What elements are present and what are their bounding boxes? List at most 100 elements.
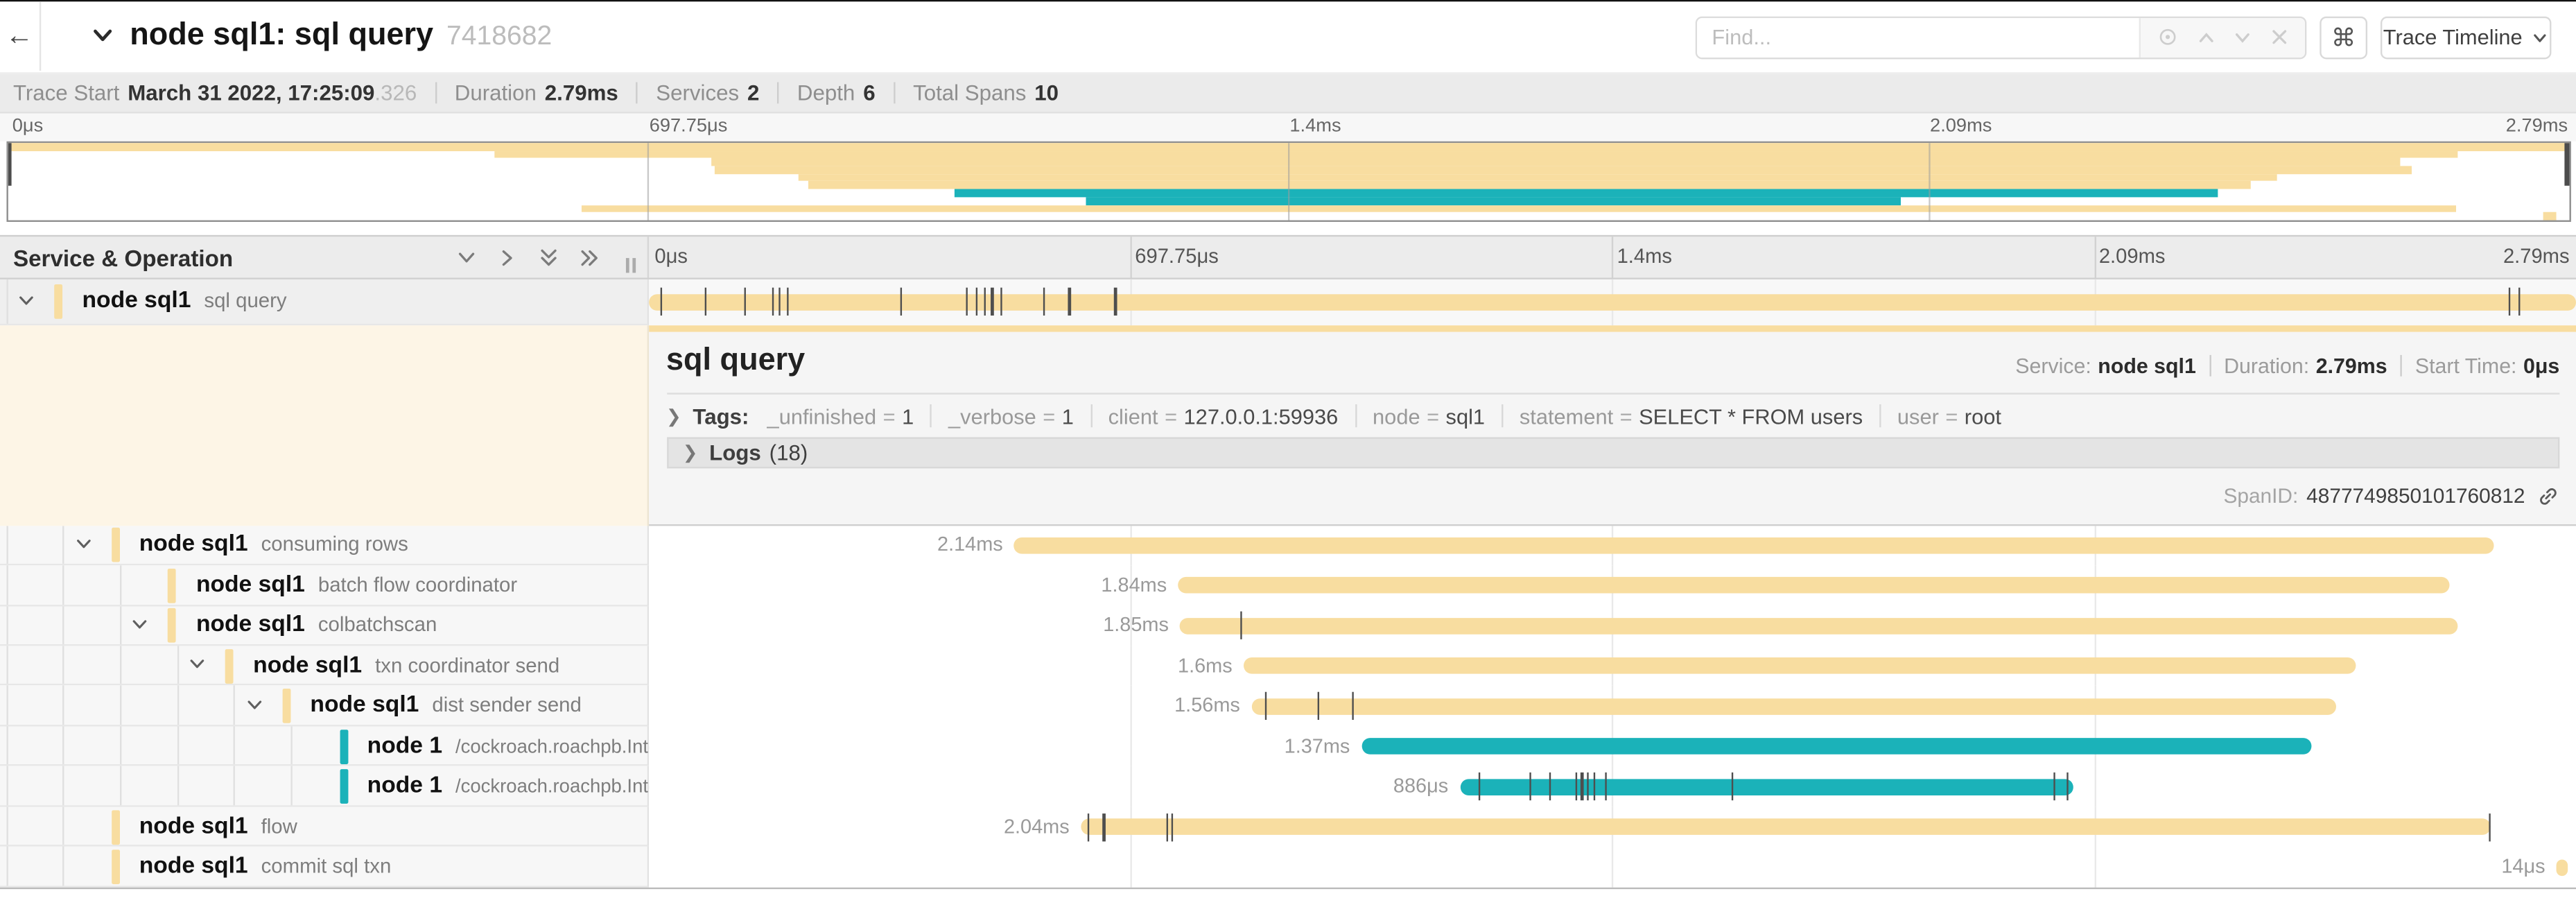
log-marker-tick[interactable]	[787, 288, 789, 316]
span-duration-bar[interactable]	[1081, 818, 2491, 835]
span-operation-name: commit sql txn	[261, 855, 392, 878]
span-row-bar[interactable]: 2.14ms	[648, 525, 2576, 565]
log-marker-tick[interactable]	[772, 288, 774, 316]
log-marker-tick[interactable]	[2509, 288, 2511, 316]
deep-link-icon[interactable]	[2536, 485, 2559, 508]
back-button[interactable]: ←	[0, 1, 40, 71]
span-duration-bar[interactable]	[1014, 537, 2493, 554]
log-marker-tick[interactable]	[1068, 288, 1070, 316]
row-chevron-down-icon[interactable]	[130, 614, 150, 634]
minimap-drag-handle-right[interactable]	[2564, 143, 2568, 186]
log-marker-tick[interactable]	[1167, 813, 1169, 841]
span-row-name-commit-sql-txn[interactable]: node sql1commit sql txn	[0, 847, 648, 887]
find-clear-icon[interactable]	[2270, 28, 2288, 46]
span-row-bar[interactable]: 1.56ms	[648, 686, 2576, 726]
span-duration-bar[interactable]	[648, 294, 2576, 311]
span-row-name-sql-query[interactable]: node sql1sql query	[0, 279, 648, 325]
grid-line	[2094, 236, 2096, 277]
log-marker-tick[interactable]	[745, 288, 747, 316]
log-marker-tick[interactable]	[1265, 692, 1267, 720]
tree-guide-line	[6, 279, 7, 323]
tree-guide-line	[234, 766, 235, 805]
log-marker-tick[interactable]	[1732, 773, 1734, 800]
trace-view-selector[interactable]: Trace Timeline	[2381, 16, 2551, 59]
tags-accordion[interactable]: ❯ Tags: _unfinished=1_verbose=1client=12…	[666, 404, 2001, 429]
tree-guide-line	[6, 605, 7, 644]
log-marker-tick[interactable]	[1317, 692, 1319, 720]
minimap-drag-handle-left[interactable]	[8, 143, 12, 186]
log-marker-tick[interactable]	[1604, 773, 1606, 800]
collapse-all-icon[interactable]	[537, 246, 559, 269]
log-marker-tick[interactable]	[976, 288, 978, 316]
column-resizer[interactable]	[627, 258, 635, 273]
span-row-bar[interactable]: 1.37ms	[648, 726, 2576, 766]
row-chevron-down-icon[interactable]	[73, 534, 93, 553]
span-row-name-txn-coordinator-send[interactable]: node sql1txn coordinator send	[0, 646, 648, 686]
span-duration-bar[interactable]	[1361, 738, 2312, 755]
log-marker-tick[interactable]	[660, 288, 662, 316]
log-marker-tick[interactable]	[1088, 813, 1090, 841]
span-duration-bar[interactable]	[1460, 778, 2073, 795]
log-marker-tick[interactable]	[1479, 773, 1481, 800]
span-detail-meta: Service:node sql1Duration:2.79msStart Ti…	[2015, 353, 2559, 378]
log-marker-tick[interactable]	[991, 288, 993, 316]
span-duration-bar[interactable]	[2557, 859, 2567, 875]
log-marker-tick[interactable]	[1587, 773, 1589, 800]
span-row-bar[interactable]: 2.04ms	[648, 807, 2576, 847]
log-marker-tick[interactable]	[900, 288, 903, 316]
span-row-bar[interactable]: 886μs	[648, 766, 2576, 807]
span-row-name-batch-flow-coordinator[interactable]: node sql1batch flow coordinator	[0, 565, 648, 605]
span-row-bar[interactable]: 1.85ms	[648, 605, 2576, 646]
row-chevron-down-icon[interactable]	[245, 695, 264, 714]
span-duration-bar[interactable]	[1180, 618, 2458, 635]
log-marker-tick[interactable]	[2489, 813, 2491, 841]
collapse-one-icon[interactable]	[454, 246, 477, 269]
span-duration-bar[interactable]	[1251, 698, 2337, 715]
trace-collapse-chevron[interactable]	[90, 23, 115, 48]
log-marker-tick[interactable]	[2053, 773, 2055, 800]
log-marker-tick[interactable]	[2518, 288, 2521, 316]
log-marker-tick[interactable]	[1593, 773, 1595, 800]
scope-icon[interactable]	[2158, 26, 2179, 48]
keyboard-shortcuts-button[interactable]: ⌘	[2320, 16, 2367, 59]
log-marker-tick[interactable]	[1576, 773, 1578, 800]
log-marker-tick[interactable]	[1549, 773, 1551, 800]
span-row-name-consuming-rows[interactable]: node sql1consuming rows	[0, 525, 648, 565]
log-marker-tick[interactable]	[704, 288, 706, 316]
span-row-name-colbatchscan[interactable]: node sql1colbatchscan	[0, 605, 648, 646]
span-row-bar[interactable]: 1.6ms	[648, 646, 2576, 686]
log-marker-tick[interactable]	[1103, 813, 1105, 841]
log-marker-tick[interactable]	[1171, 813, 1173, 841]
find-input[interactable]	[1697, 17, 2139, 57]
span-detail-name-cell[interactable]	[0, 325, 648, 525]
span-row-bar[interactable]: 14μs	[648, 847, 2576, 887]
expand-one-icon[interactable]	[496, 246, 519, 269]
log-marker-tick[interactable]	[966, 288, 968, 316]
span-row-bar[interactable]: 1.84ms	[648, 565, 2576, 605]
span-duration-bar[interactable]	[1244, 658, 2356, 675]
log-marker-tick[interactable]	[1240, 612, 1242, 639]
log-marker-tick[interactable]	[1115, 288, 1117, 316]
log-marker-tick[interactable]	[1043, 288, 1045, 316]
log-marker-tick[interactable]	[984, 288, 986, 316]
row-chevron-down-icon[interactable]	[17, 291, 36, 310]
span-row-name--cockroach-roachpb-internal-batch[interactable]: node 1/cockroach.roachpb.Internal/Batch	[0, 766, 648, 807]
logs-accordion[interactable]: ❯ Logs (18)	[666, 437, 2559, 469]
log-marker-tick[interactable]	[1001, 288, 1003, 316]
expand-all-icon[interactable]	[577, 246, 600, 269]
find-prev-icon[interactable]	[2196, 27, 2216, 46]
find-next-icon[interactable]	[2233, 27, 2252, 46]
span-row-bar[interactable]	[648, 279, 2576, 325]
span-duration-bar[interactable]	[1178, 578, 2449, 594]
log-marker-tick[interactable]	[779, 288, 781, 316]
arrow-left-icon: ←	[6, 19, 33, 52]
row-chevron-down-icon[interactable]	[187, 655, 207, 674]
log-marker-tick[interactable]	[1352, 692, 1354, 720]
span-row-name-dist-sender-send[interactable]: node sql1dist sender send	[0, 686, 648, 726]
log-marker-tick[interactable]	[1581, 773, 1583, 800]
span-row-name-flow[interactable]: node sql1flow	[0, 807, 648, 847]
log-marker-tick[interactable]	[2067, 773, 2069, 800]
span-row-name--cockroach-roachpb-internal-batch[interactable]: node 1/cockroach.roachpb.Internal/Batch	[0, 726, 648, 766]
timeline-minimap[interactable]	[6, 141, 2570, 221]
log-marker-tick[interactable]	[1529, 773, 1531, 800]
